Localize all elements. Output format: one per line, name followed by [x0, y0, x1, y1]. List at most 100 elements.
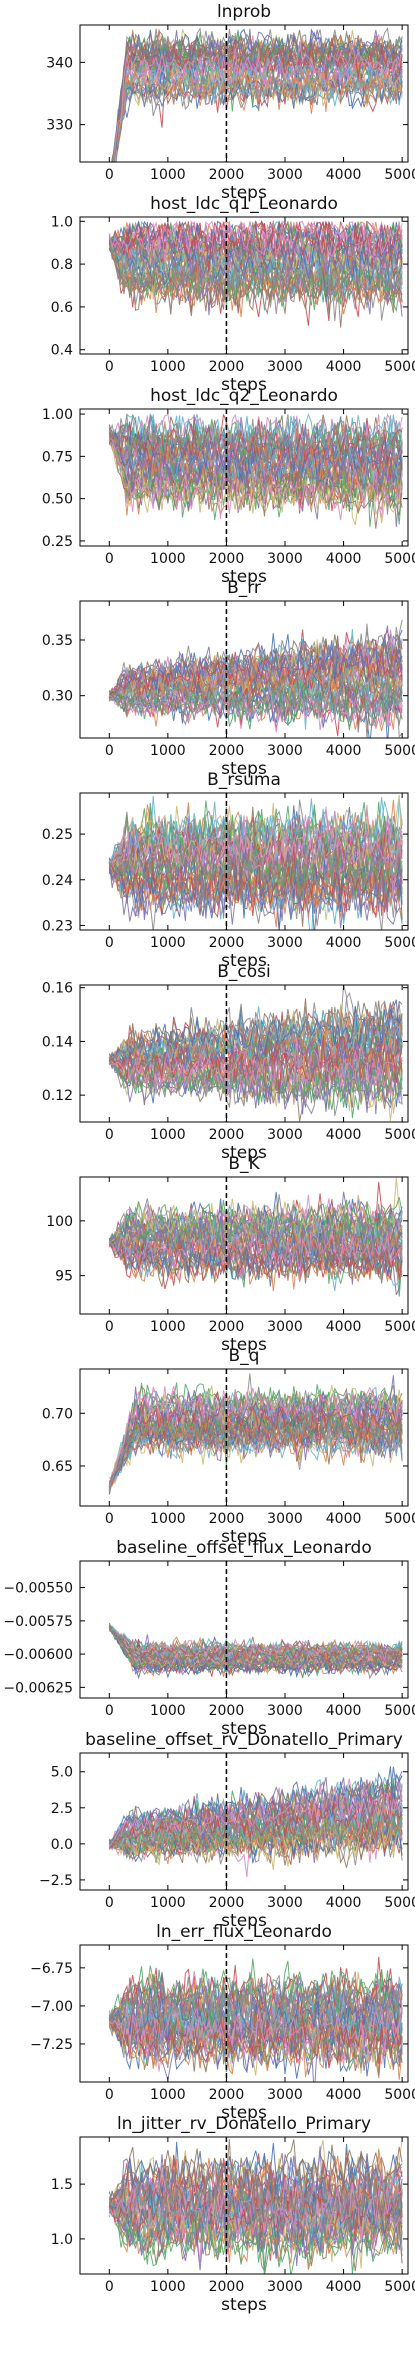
walker-trace: [108, 1237, 403, 1290]
walker-traces: [108, 1766, 403, 1878]
y-tick-label: 2.5: [51, 1801, 73, 1817]
x-tick-label: 3000: [267, 743, 303, 759]
y-tick-label: 0.70: [42, 1406, 73, 1422]
y-tick-label: 0.24: [42, 873, 73, 889]
panel-title: lnprob: [217, 2, 271, 22]
walker-trace: [109, 833, 403, 904]
walker-trace: [109, 1038, 403, 1090]
x-tick-label: 4000: [326, 551, 362, 567]
walker-traces: [108, 1956, 403, 2082]
axes-frame: [79, 792, 409, 931]
panel-title: B_rr: [227, 578, 261, 598]
axes-frame: [79, 1176, 409, 1315]
x-tick-label: 4000: [326, 743, 362, 759]
x-tick-label: 0: [105, 1703, 114, 1719]
y-tick-label: 0.6: [51, 300, 73, 316]
x-tick-label: 3000: [267, 551, 303, 567]
axes-frame: [79, 216, 409, 355]
walker-trace: [109, 1208, 403, 1247]
walker-trace: [108, 1809, 403, 1858]
walker-trace: [109, 840, 403, 903]
panel-3: host_ldc_q2_Leonardo 0 1000 2000 3000 4000 500…: [42, 386, 415, 587]
y-tick-label: 100: [46, 1214, 73, 1230]
walker-trace: [108, 1778, 403, 1845]
x-tick-label: 3000: [267, 359, 303, 375]
panel-title: host_ldc_q1_Leonardo: [150, 194, 338, 214]
panel-title: B_rsuma: [207, 770, 281, 790]
walker-trace: [108, 798, 403, 874]
x-tick-label: 3000: [267, 2087, 303, 2103]
x-tick-label: 4000: [326, 2087, 362, 2103]
x-tick-label: 2000: [209, 743, 245, 759]
walker-trace: [108, 635, 403, 701]
x-axis-label: steps: [221, 2295, 267, 2315]
x-tick-label: 3000: [267, 1319, 303, 1335]
walker-trace: [109, 1627, 403, 1664]
panel-title: ln_err_flux_Leonardo: [156, 1922, 332, 1942]
walker-traces: [108, 219, 403, 328]
walker-trace: [109, 1628, 403, 1662]
y-tick-label: −7.00: [30, 1999, 73, 2015]
x-tick-label: 2000: [209, 2279, 245, 2295]
x-tick-label: 2000: [209, 551, 245, 567]
walker-trace: [108, 414, 403, 467]
x-axis-label: steps: [221, 1335, 267, 1355]
x-axis-label: steps: [221, 1911, 267, 1931]
walker-trace: [108, 239, 403, 312]
y-tick-label: 0.30: [42, 689, 73, 705]
walker-trace: [108, 431, 403, 529]
x-axis-label: steps: [221, 567, 267, 587]
y-tick-label: 0.8: [51, 257, 73, 273]
walker-trace: [108, 664, 403, 738]
walker-trace: [108, 420, 403, 480]
walker-trace: [108, 1625, 403, 1667]
walker-trace: [108, 1977, 403, 2036]
y-tick-label: 0.0: [51, 1837, 73, 1853]
walker-trace: [109, 684, 403, 733]
x-tick-label: 1000: [150, 2279, 186, 2295]
panel-title: ln_jitter_rv_Donatello_Primary: [117, 2114, 371, 2134]
y-tick-label: −6.75: [30, 1961, 73, 1977]
x-tick-label: 0: [105, 2087, 114, 2103]
x-axis-label: steps: [221, 2103, 267, 2123]
x-axis-label: steps: [221, 1527, 267, 1547]
x-tick-label: 4000: [326, 359, 362, 375]
panel-title: B_K: [228, 1154, 260, 1174]
walker-trace: [114, 71, 403, 162]
x-axis-label: steps: [221, 951, 267, 971]
walker-traces: [108, 1622, 403, 1680]
axes-frame: [79, 24, 409, 163]
x-tick-label: 2000: [209, 1127, 245, 1143]
x-tick-label: 3000: [267, 167, 303, 183]
x-tick-label: 2000: [209, 2087, 245, 2103]
x-tick-label: 0: [105, 1127, 114, 1143]
walker-trace: [109, 1967, 403, 2027]
y-tick-label: 340: [46, 55, 73, 71]
walker-trace: [108, 1402, 403, 1492]
x-tick-label: 2000: [209, 167, 245, 183]
y-tick-label: 330: [46, 118, 73, 134]
y-tick-label: 0.4: [51, 343, 73, 359]
x-tick-label: 4000: [326, 1895, 362, 1911]
walker-trace: [108, 1629, 403, 1680]
x-tick-label: 0: [105, 359, 114, 375]
y-tick-label: 95: [55, 1269, 73, 1285]
walker-trace: [108, 1005, 403, 1065]
x-tick-label: 1000: [150, 743, 186, 759]
panel-title: B_q: [229, 1346, 260, 1366]
walker-trace: [109, 1766, 403, 1843]
x-tick-label: 2000: [209, 359, 245, 375]
y-tick-label: 0.50: [42, 492, 73, 508]
x-axis-label: steps: [221, 759, 267, 779]
x-tick-label: 1000: [150, 1895, 186, 1911]
x-tick-label: 1000: [150, 1319, 186, 1335]
y-tick-label: 0.35: [42, 633, 73, 649]
